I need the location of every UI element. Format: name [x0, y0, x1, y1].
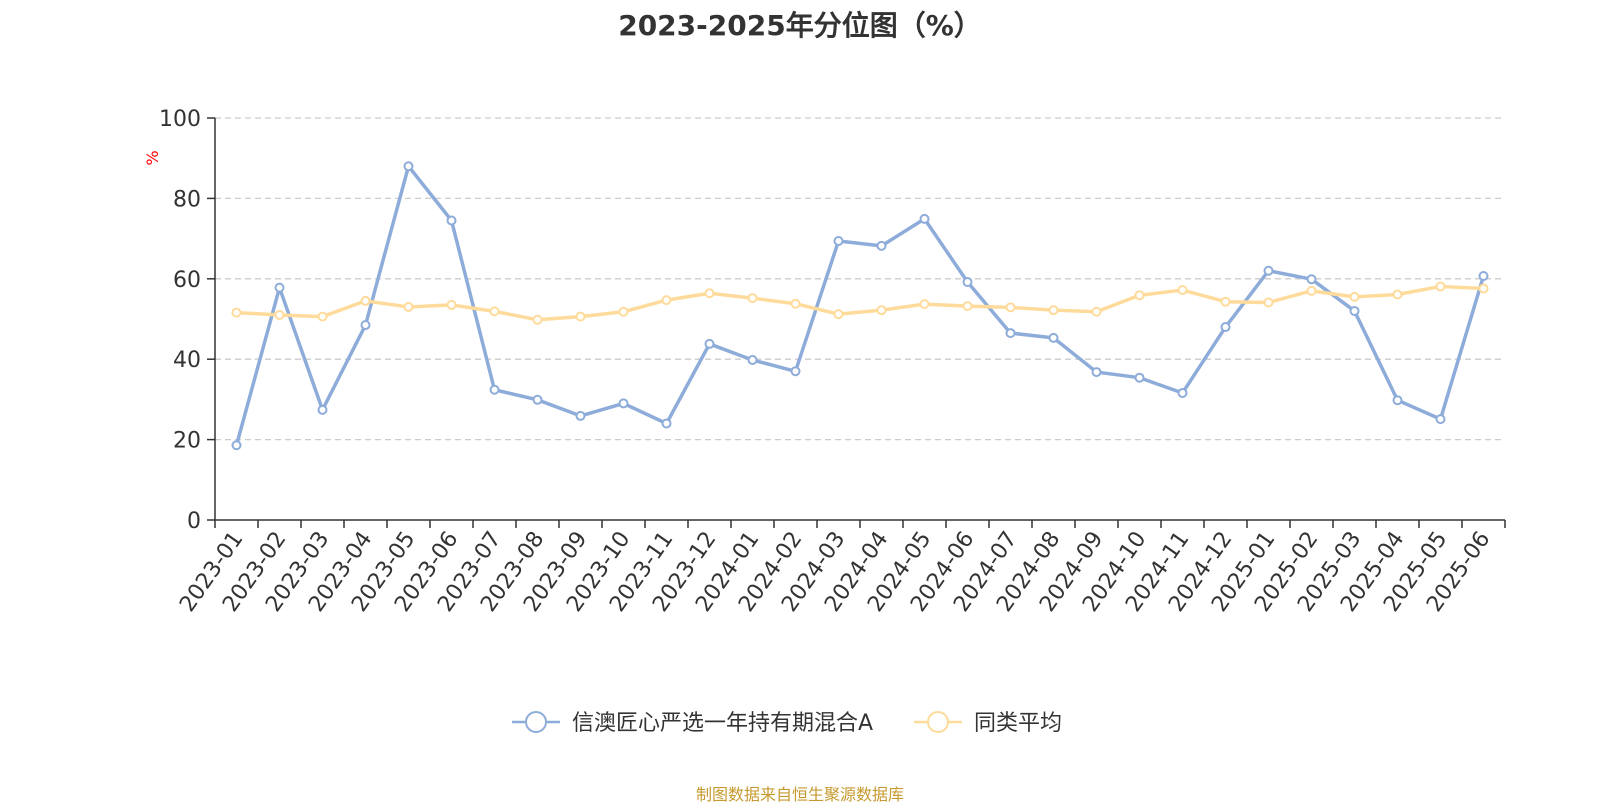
- series-1-point: [1306, 274, 1317, 285]
- series-2-point: [231, 307, 242, 318]
- legend-label-2: 同类平均: [974, 711, 1062, 736]
- y-tick-label: 100: [159, 107, 201, 132]
- y-tick-label: 60: [173, 268, 201, 293]
- series-2-point: [1177, 285, 1188, 296]
- legend-marker-1: [525, 711, 547, 733]
- series-2-point: [446, 299, 457, 310]
- series-1-point: [704, 338, 715, 349]
- series-1-point: [489, 384, 500, 395]
- series-1-point: [1134, 372, 1145, 383]
- series-line-2: [234, 284, 1486, 322]
- series-1-point: [661, 418, 672, 429]
- y-axis-label: %: [143, 150, 162, 165]
- series-2-point: [1263, 297, 1274, 308]
- legend-label-1: 信澳匠心严选一年持有期混合A: [572, 711, 873, 736]
- series-2-point: [532, 314, 543, 325]
- series-2-point: [1048, 305, 1059, 316]
- series-1-point: [1392, 395, 1403, 406]
- series-1-point: [1177, 387, 1188, 398]
- series-2-point: [747, 293, 758, 304]
- series-1-point: [962, 277, 973, 288]
- series-1-point: [575, 410, 586, 421]
- series-2-point: [1306, 285, 1317, 296]
- series-1-point: [618, 398, 629, 409]
- series-1-point: [1091, 367, 1102, 378]
- y-tick-label: 40: [173, 348, 201, 373]
- series-1-point: [790, 366, 801, 377]
- series-2-point: [1220, 296, 1231, 307]
- series-2-point: [489, 306, 500, 317]
- series-1-point: [360, 320, 371, 331]
- legend-marker-2: [927, 711, 949, 733]
- series-1-point: [833, 236, 844, 247]
- series-2-point: [962, 301, 973, 312]
- y-tick-label: 0: [187, 509, 201, 534]
- series-2-point: [1005, 302, 1016, 313]
- series-1-point: [532, 394, 543, 405]
- series-1-point: [403, 161, 414, 172]
- series-2-point: [919, 299, 930, 310]
- series-2-point: [1435, 281, 1446, 292]
- data-source-note: 制图数据来自恒生聚源数据库: [695, 785, 904, 804]
- series-1-point: [1263, 265, 1274, 276]
- series-2-point: [1392, 289, 1403, 300]
- series-2-point: [403, 301, 414, 312]
- series-1-point: [876, 240, 887, 251]
- series-2-point: [1134, 290, 1145, 301]
- series-1-point: [317, 404, 328, 415]
- series-2-point: [833, 309, 844, 320]
- chart-title: 2023-2025年分位图（%）: [618, 9, 982, 42]
- series-2-point: [360, 295, 371, 306]
- series-1-point: [1048, 332, 1059, 343]
- series-1-point: [446, 215, 457, 226]
- series-1-point: [1435, 414, 1446, 425]
- series-2-point: [876, 305, 887, 316]
- series-2-point: [575, 311, 586, 322]
- series-2-point: [274, 309, 285, 320]
- y-tick-label: 20: [173, 429, 201, 454]
- series-1-point: [1478, 270, 1489, 281]
- series-1-point: [1220, 322, 1231, 333]
- series-1-point: [919, 213, 930, 224]
- series-1-point: [231, 440, 242, 451]
- series-2-point: [618, 306, 629, 317]
- series-line-1: [234, 164, 1486, 447]
- series-2-point: [1349, 291, 1360, 302]
- series-2-point: [661, 295, 672, 306]
- series-2-point: [790, 298, 801, 309]
- series-2-point: [1091, 306, 1102, 317]
- series-1-point: [1349, 305, 1360, 316]
- series-2-point: [317, 311, 328, 322]
- y-tick-label: 80: [173, 187, 201, 212]
- series-2-point: [704, 288, 715, 299]
- series-1-point: [274, 282, 285, 293]
- series-2-point: [1478, 283, 1489, 294]
- series-1-point: [1005, 328, 1016, 339]
- series-1-point: [747, 355, 758, 366]
